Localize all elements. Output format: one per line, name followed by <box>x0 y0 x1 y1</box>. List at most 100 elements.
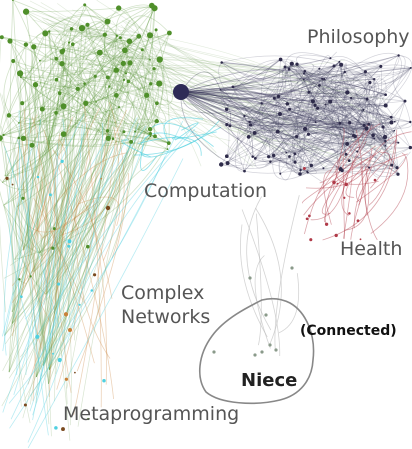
graph-node <box>71 42 75 46</box>
graph-node <box>149 59 151 61</box>
cluster-label-philosophy: Philosophy <box>307 26 410 50</box>
graph-node <box>345 153 348 156</box>
graph-node <box>348 121 351 124</box>
graph-node <box>79 304 81 306</box>
graph-node <box>290 266 293 269</box>
graph-node <box>278 112 282 116</box>
graph-node <box>123 130 126 133</box>
graph-node <box>68 41 70 43</box>
graph-node <box>307 91 310 94</box>
graph-node <box>219 162 223 166</box>
graph-node <box>21 136 26 141</box>
graph-node <box>410 67 412 69</box>
graph-node <box>225 154 229 158</box>
graph-node <box>396 173 399 176</box>
graph-node <box>303 70 306 73</box>
graph-node <box>384 104 388 108</box>
graph-node <box>248 121 251 124</box>
graph-node <box>329 57 331 59</box>
graph-node <box>260 350 263 353</box>
graph-node <box>11 59 15 63</box>
graph-edge <box>275 195 299 350</box>
graph-node <box>91 289 94 292</box>
graph-node <box>220 89 222 91</box>
graph-node <box>260 102 262 104</box>
graph-node <box>100 178 102 180</box>
graph-node <box>58 91 62 95</box>
graph-node <box>248 276 251 279</box>
graph-node <box>294 152 297 155</box>
graph-node <box>396 166 399 169</box>
graph-node <box>24 42 28 46</box>
graph-node <box>310 164 313 167</box>
graph-node <box>345 142 349 146</box>
graph-node <box>288 155 291 158</box>
graph-node <box>373 78 375 80</box>
graph-node <box>122 47 128 53</box>
graph-node <box>286 102 290 106</box>
graph-node <box>368 167 370 169</box>
graph-node <box>276 130 280 134</box>
niece-label: Niece <box>241 370 297 391</box>
graph-node <box>93 273 96 276</box>
graph-node <box>136 34 141 39</box>
graph-node <box>254 157 257 160</box>
graph-node <box>119 36 122 39</box>
graph-node <box>21 197 24 200</box>
graph-node <box>0 35 4 39</box>
graph-node <box>20 295 23 298</box>
graph-node <box>155 119 159 123</box>
graph-node <box>167 141 171 145</box>
graph-node <box>155 28 158 31</box>
cluster-label-complex-networks: Complex Networks <box>121 282 210 330</box>
graph-node <box>318 84 321 87</box>
graph-node <box>127 80 131 84</box>
graph-node <box>7 38 12 43</box>
graph-node <box>156 81 162 87</box>
graph-node <box>348 159 351 162</box>
graph-node <box>335 234 338 237</box>
graph-node <box>362 109 364 111</box>
graph-node <box>220 61 223 64</box>
graph-node <box>152 67 155 70</box>
graph-node <box>144 93 149 98</box>
graph-node <box>65 378 68 381</box>
graph-node <box>311 99 315 103</box>
graph-node <box>384 140 386 142</box>
graph-node <box>288 108 291 111</box>
graph-node <box>148 127 152 131</box>
graph-node <box>2 134 4 136</box>
graph-node <box>116 5 121 10</box>
cluster-label-complex-line1: Complex <box>121 282 210 306</box>
cyan-edges <box>2 110 221 448</box>
graph-node <box>273 97 276 100</box>
graph-node <box>103 33 107 37</box>
graph-node <box>272 154 275 157</box>
graph-node <box>108 85 110 87</box>
graph-node <box>325 223 328 226</box>
graph-node <box>94 75 97 78</box>
graph-edge <box>308 173 325 184</box>
graph-node <box>298 172 302 176</box>
connected-annotation: (Connected) <box>300 323 397 339</box>
graph-node <box>243 170 246 173</box>
graph-node <box>167 148 169 150</box>
graph-node <box>338 61 340 63</box>
graph-node <box>150 135 152 137</box>
graph-edge <box>10 0 13 182</box>
graph-node <box>267 155 270 158</box>
graph-node <box>67 239 71 243</box>
graph-node <box>384 93 387 96</box>
graph-node <box>106 136 111 141</box>
graph-node <box>49 193 52 196</box>
graph-node <box>147 32 153 38</box>
graph-node <box>249 123 252 126</box>
graph-node <box>279 173 281 175</box>
graph-edge <box>256 214 261 346</box>
graph-node <box>61 160 64 163</box>
graph-node <box>303 79 305 81</box>
graph-node <box>24 403 27 406</box>
graph-node <box>279 58 283 62</box>
graph-node <box>18 278 20 280</box>
